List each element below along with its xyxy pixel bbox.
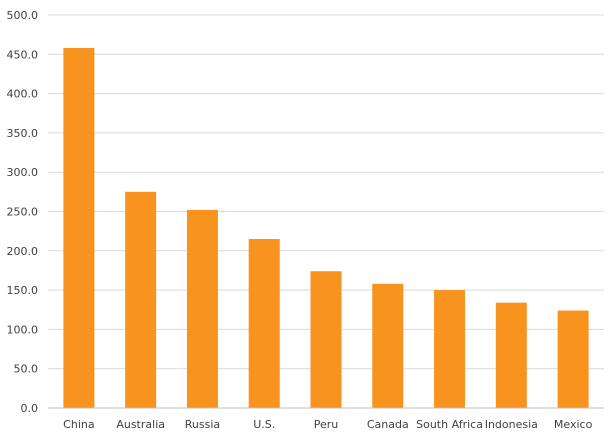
y-tick-label: 450.0: [7, 48, 39, 61]
x-tick-label: Mexico: [554, 418, 593, 431]
bar: [372, 283, 404, 408]
x-tick-label: Peru: [314, 418, 339, 431]
y-tick-label: 150.0: [7, 284, 39, 297]
y-tick-label: 500.0: [7, 9, 39, 22]
y-tick-label: 0.0: [21, 402, 39, 415]
x-tick-label: Australia: [116, 418, 165, 431]
x-tick-label: Indonesia: [485, 418, 538, 431]
x-tick-label: South Africa: [416, 418, 483, 431]
bar: [186, 209, 218, 408]
bar: [63, 48, 95, 409]
bar: [495, 302, 527, 408]
x-axis-ticks: China Australia Russia U.S. Peru Canada South …: [63, 418, 592, 431]
y-tick-label: 50.0: [14, 363, 39, 376]
x-tick-label: Canada: [367, 418, 409, 431]
y-tick-label: 200.0: [7, 245, 39, 258]
x-tick-label: Russia: [185, 418, 220, 431]
bar: [310, 271, 342, 408]
bar: [557, 310, 589, 408]
y-tick-label: 350.0: [7, 127, 39, 140]
bars: [63, 48, 589, 409]
y-tick-label: 100.0: [7, 323, 39, 336]
x-tick-label: China: [63, 418, 94, 431]
bar: [248, 239, 280, 408]
x-tick-label: U.S.: [253, 418, 275, 431]
y-tick-label: 400.0: [7, 88, 39, 101]
y-tick-label: 250.0: [7, 206, 39, 219]
bar: [434, 290, 466, 408]
bar: [125, 191, 157, 408]
y-axis-ticks: 0.0 50.0 100.0 150.0 200.0 250.0 300.0 350.0 400…: [7, 9, 39, 415]
y-tick-label: 300.0: [7, 166, 39, 179]
